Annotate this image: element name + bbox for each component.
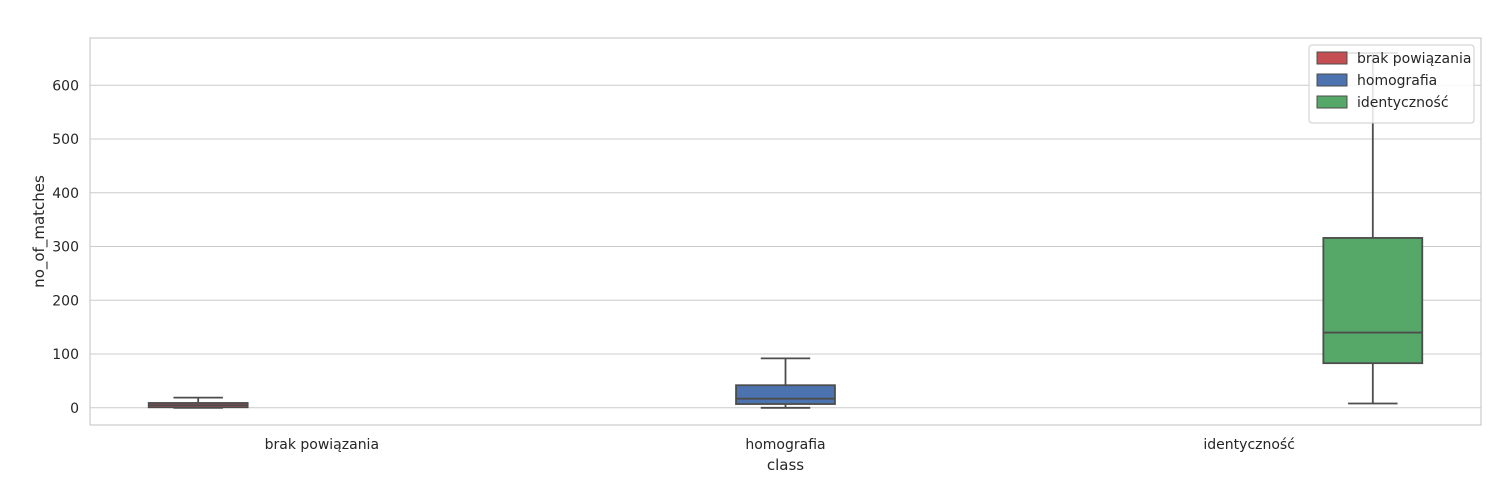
plot-frame (89, 37, 1482, 426)
legend-label: brak powiązania (1357, 51, 1471, 67)
y-tick-label: 200 (52, 293, 79, 309)
y-tick-labels: 0 100 200 300 400 500 600 (52, 78, 79, 417)
box-identyczność (1322, 52, 1424, 405)
y-tick-label: 600 (52, 78, 79, 94)
x-tick-label: homografia (745, 437, 825, 453)
x-tick-labels: brak powiązania homografia identyczność (265, 437, 1295, 453)
legend-label: identyczność (1357, 95, 1449, 111)
box-homografia (735, 357, 836, 409)
x-tick-label: identyczność (1203, 437, 1295, 453)
legend: brak powiązania homografia identyczność (1308, 44, 1475, 124)
y-tick-label: 0 (70, 401, 79, 417)
box-plot-series (147, 52, 1424, 409)
x-axis-title: class (767, 456, 804, 474)
y-tick-label: 100 (52, 347, 79, 363)
x-tick-label: brak powiązania (265, 437, 379, 453)
legend-swatch (1316, 51, 1348, 65)
y-axis-title: no_of_matches (30, 175, 49, 288)
grid-lines (90, 84, 1481, 409)
legend-swatch (1316, 95, 1348, 109)
box-brak-powiązania (147, 396, 249, 409)
legend-swatch (1316, 73, 1348, 87)
box-iqr (1322, 237, 1424, 365)
box-iqr (735, 384, 836, 405)
y-tick-label: 300 (52, 240, 79, 256)
y-tick-label: 500 (52, 132, 79, 148)
legend-label: homografia (1357, 73, 1437, 89)
legend-frame (1308, 44, 1475, 124)
y-tick-label: 400 (52, 186, 79, 202)
